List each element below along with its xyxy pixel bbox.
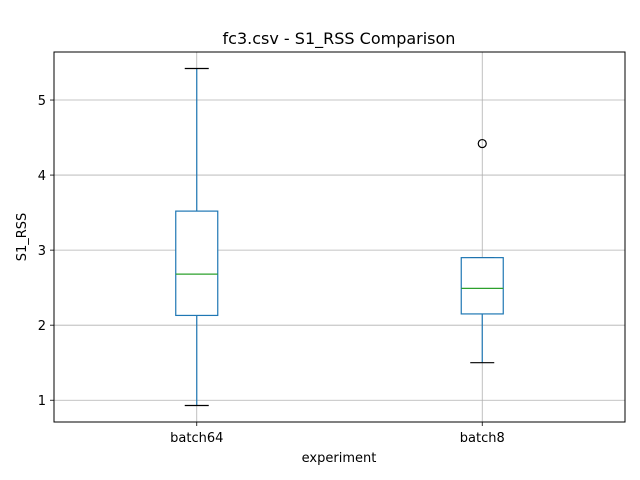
box-batch64 (175, 67, 219, 407)
x-tick-label: batch64 (170, 431, 223, 446)
y-tick-label: 5 (38, 94, 46, 109)
box-batch8 (460, 138, 504, 364)
y-tick-label: 4 (38, 169, 46, 184)
iqr-box (460, 257, 504, 315)
outlier-point (477, 138, 487, 149)
iqr-box (175, 210, 219, 317)
boxes (175, 67, 504, 407)
y-tick-label: 1 (38, 394, 46, 409)
x-tick-label: batch8 (460, 431, 505, 446)
x-axis-ticks: batch64 batch8 (170, 422, 505, 446)
grid-lines (54, 52, 625, 422)
y-axis-label: S1_RSS (15, 213, 30, 262)
plot-area-frame (53, 51, 626, 423)
chart-title: fc3.csv - S1_RSS Comparison (223, 29, 456, 49)
x-axis-label: experiment (302, 451, 377, 466)
y-tick-label: 3 (38, 244, 46, 259)
y-tick-label: 2 (38, 319, 46, 334)
y-axis-ticks: 1 2 3 4 5 (38, 94, 54, 409)
